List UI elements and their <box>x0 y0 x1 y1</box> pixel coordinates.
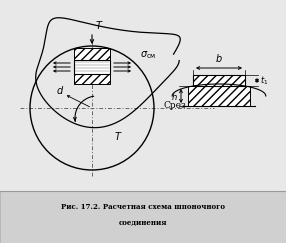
Text: $h$: $h$ <box>171 90 178 102</box>
Text: $T$: $T$ <box>95 19 104 31</box>
Bar <box>193 75 245 86</box>
Text: соединения: соединения <box>119 219 167 227</box>
Text: $t_1$: $t_1$ <box>260 74 268 87</box>
Text: $\sigma_{\mathsf{см}}$: $\sigma_{\mathsf{см}}$ <box>140 49 156 61</box>
Text: Рис. 17.2. Расчетная схема шпоночного: Рис. 17.2. Расчетная схема шпоночного <box>61 203 225 211</box>
Text: $b$: $b$ <box>215 52 223 64</box>
Bar <box>74 48 110 60</box>
Text: $T$: $T$ <box>114 130 123 142</box>
Bar <box>74 60 110 74</box>
Text: $d$: $d$ <box>56 84 64 96</box>
Text: Срез: Срез <box>164 101 187 110</box>
Bar <box>188 86 250 106</box>
Bar <box>0 191 286 243</box>
Bar <box>74 74 110 84</box>
